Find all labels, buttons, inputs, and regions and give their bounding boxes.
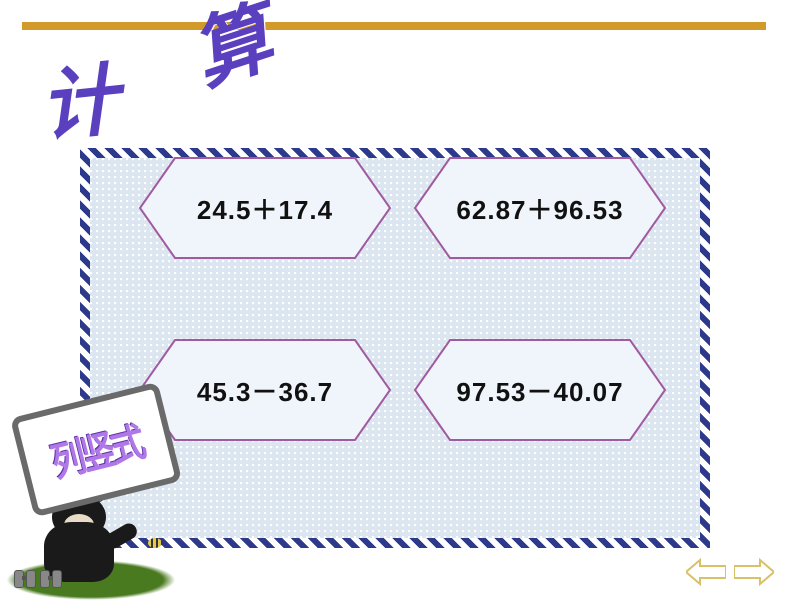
problem-hexagon: 97.53－40.07	[420, 360, 660, 420]
prev-button[interactable]	[686, 558, 726, 586]
problem-hexagon: 62.87＋96.53	[420, 178, 660, 238]
dumbbell-icon	[40, 570, 62, 586]
next-button[interactable]	[734, 558, 774, 586]
sign-label: 列竖式	[45, 410, 148, 488]
problem-text: 45.3－36.7	[197, 372, 333, 409]
arrow-left-icon	[686, 558, 726, 586]
title-char-1: 计	[36, 56, 123, 151]
title-char-2: 算	[183, 0, 281, 97]
bear-arm-icon	[102, 521, 139, 552]
bee-icon	[148, 538, 162, 548]
problem-hexagon: 24.5＋17.4	[145, 178, 385, 238]
problem-hexagon: 45.3－36.7	[145, 360, 385, 420]
page-title: 计 算	[36, 51, 219, 147]
problem-text: 62.87＋96.53	[456, 190, 623, 227]
problem-text: 24.5＋17.4	[197, 190, 333, 227]
arrow-right-icon	[734, 558, 774, 586]
top-rule	[22, 22, 766, 30]
problem-text: 97.53－40.07	[456, 372, 623, 409]
dumbbell-icon	[14, 570, 36, 586]
